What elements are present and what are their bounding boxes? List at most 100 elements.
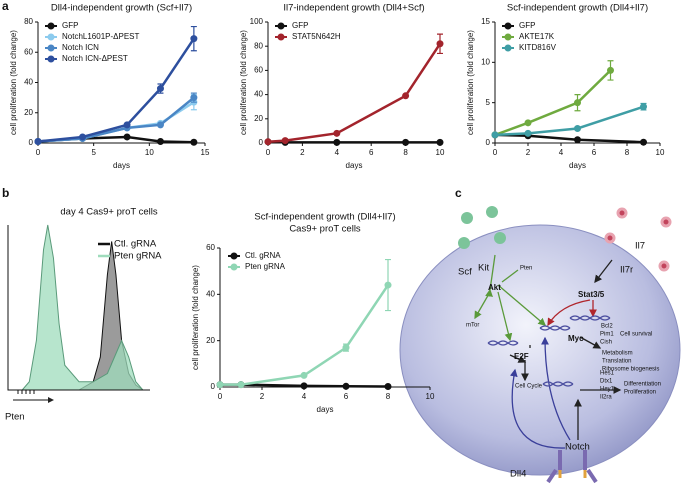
il7-ligands <box>604 207 672 272</box>
point <box>574 136 581 144</box>
chart-title: day 4 Cas9+ proT cells <box>60 207 157 218</box>
point <box>156 85 164 93</box>
label: Il7r <box>620 265 633 276</box>
point <box>34 137 42 145</box>
legend-marker <box>277 22 285 30</box>
y-tick-label: 40 <box>24 78 33 87</box>
label: Il7 <box>635 241 645 252</box>
point <box>190 94 198 102</box>
chart-title: Scf-independent growth (Dll4+Il7) <box>254 212 395 223</box>
x-tick-label: 6 <box>369 148 374 157</box>
point <box>436 138 444 146</box>
legend-label: Ctl. gRNA <box>245 251 281 260</box>
series-line <box>267 140 440 144</box>
point <box>216 381 224 389</box>
legend-marker <box>47 22 55 30</box>
label: Kit <box>478 263 489 274</box>
legend-marker <box>504 22 512 30</box>
point <box>123 121 131 129</box>
label: Bcl2 <box>601 324 613 330</box>
scf-ligands <box>458 206 506 249</box>
point <box>524 129 532 137</box>
legend-label: Pten gRNA <box>245 262 286 271</box>
dna-helices <box>487 315 611 387</box>
label: Hey1 <box>600 387 615 393</box>
series-line <box>494 105 644 137</box>
y-tick-label: 10 <box>481 57 490 66</box>
label: Pten <box>520 266 532 272</box>
legend-label: Ctl. gRNA <box>114 239 157 250</box>
label: Ribosome biogenesis <box>602 367 659 373</box>
point <box>342 382 350 390</box>
label: Myc <box>568 334 584 343</box>
point <box>190 138 198 146</box>
legend-label: NotchL1601P-ΔPEST <box>62 32 139 41</box>
series-line <box>494 133 644 144</box>
point <box>123 133 131 141</box>
legend-label: GFP <box>519 21 535 30</box>
x-axis-label: days <box>113 161 130 170</box>
x-tick-label: 2 <box>526 148 531 157</box>
point <box>264 138 272 146</box>
y-tick-label: 5 <box>486 98 491 107</box>
y-tick-label: 60 <box>24 47 33 56</box>
label: Cell survival <box>620 332 652 338</box>
point <box>79 133 87 141</box>
x-tick-label: 10 <box>656 148 665 157</box>
label: Metabolism <box>602 351 633 357</box>
point <box>333 129 341 137</box>
x-axis-label: days <box>317 405 334 414</box>
point <box>574 99 581 107</box>
chart-subtitle: Cas9+ proT cells <box>289 224 361 235</box>
arrows <box>474 254 622 449</box>
diagram: Scf Kit Pten Akt mTor Il7 Il7r Stat3/5 B… <box>399 206 681 484</box>
point <box>640 138 647 146</box>
x-tick-label: 8 <box>403 148 408 157</box>
chart-title: Il7-independent growth (Dll4+Scf) <box>283 3 424 14</box>
y-axis-label: cell proliferation (fold change) <box>9 30 18 135</box>
series-line <box>37 96 195 143</box>
x-tick-label: 4 <box>302 392 307 401</box>
y-tick-label: 60 <box>206 243 215 252</box>
y-tick-label: 0 <box>211 382 216 391</box>
x-tick-label: 0 <box>493 148 498 157</box>
point <box>607 66 614 74</box>
legend-label: STAT5N642H <box>292 32 341 41</box>
legend-marker <box>47 33 55 41</box>
legend-label: AKTE17K <box>519 32 555 41</box>
x-tick-label: 0 <box>36 148 41 157</box>
legend-marker <box>230 252 238 260</box>
label: Cell Cycle <box>515 384 543 390</box>
legend-label: Pten gRNA <box>114 251 162 262</box>
x-tick-label: 2 <box>300 148 305 157</box>
legend-label: Notch ICN <box>62 43 99 52</box>
x-tick-label: 15 <box>201 148 210 157</box>
x-axis-label: Pten <box>5 412 25 423</box>
x-tick-label: 6 <box>592 148 597 157</box>
point <box>574 124 581 132</box>
y-tick-label: 15 <box>481 17 490 26</box>
point <box>333 138 341 146</box>
x-tick-label: 8 <box>625 148 630 157</box>
y-tick-label: 0 <box>259 138 264 147</box>
panel-letter: a <box>2 0 9 13</box>
axis <box>7 225 150 391</box>
point <box>402 138 410 146</box>
x-tick-label: 4 <box>559 148 564 157</box>
x-tick-label: 2 <box>260 392 265 401</box>
legend-label: KITD816V <box>519 43 557 52</box>
series-line <box>37 101 195 143</box>
y-tick-label: 40 <box>206 289 215 298</box>
chart-title: Dll4-independent growth (Scf+Il7) <box>51 3 192 14</box>
point <box>491 131 499 139</box>
ligand-bars <box>558 470 587 478</box>
series-line <box>494 69 612 137</box>
x-tick-label: 6 <box>344 392 349 401</box>
y-tick-label: 100 <box>250 17 264 26</box>
y-axis-label: cell proliferation (fold change) <box>191 265 200 370</box>
panel-letter: b <box>2 186 9 200</box>
legend-label: GFP <box>62 21 78 30</box>
label: Proliferation <box>624 390 656 396</box>
point <box>402 92 410 100</box>
